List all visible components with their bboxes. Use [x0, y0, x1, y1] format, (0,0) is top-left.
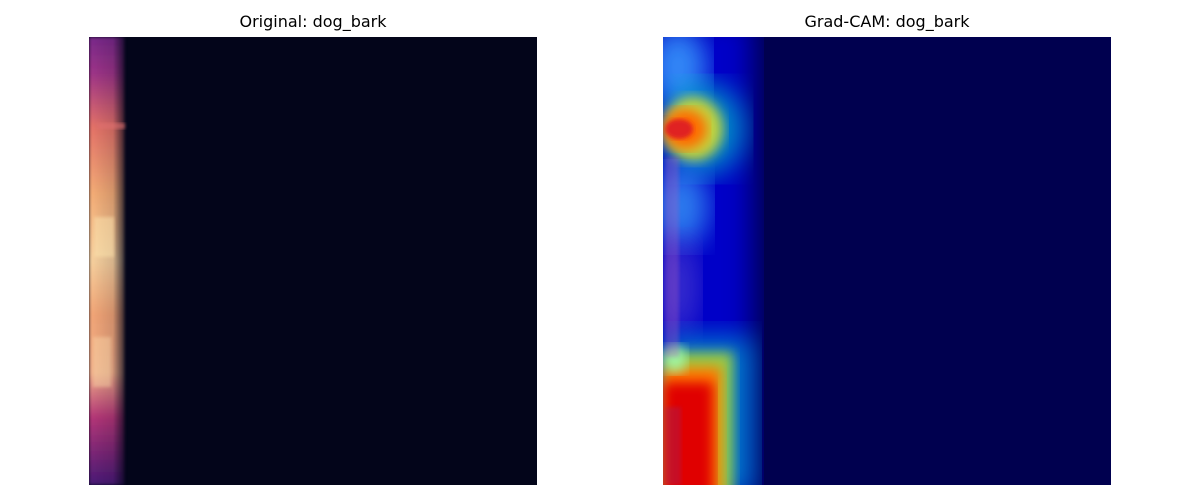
- gradcam-overlay-image: [663, 37, 1111, 485]
- original-spectrogram-image: [89, 37, 537, 485]
- original-panel-title: Original: dog_bark: [239, 12, 387, 31]
- gradcam-panel-title: Grad-CAM: dog_bark: [804, 12, 970, 31]
